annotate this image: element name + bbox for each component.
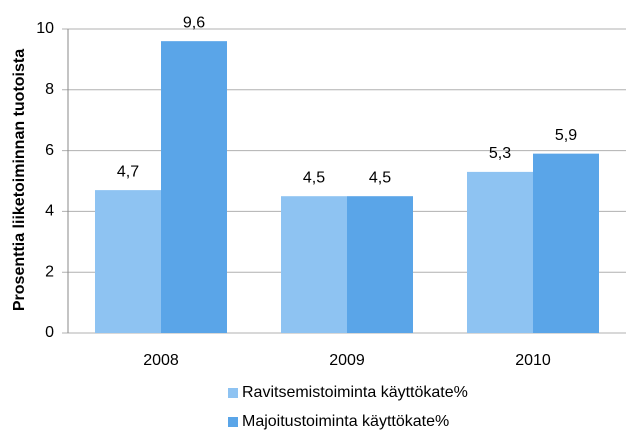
- y-tick-label: 10: [36, 20, 54, 37]
- value-label: 5,3: [489, 145, 511, 162]
- x-tick-label: 2008: [143, 352, 179, 369]
- value-label: 9,6: [183, 14, 205, 31]
- y-tick-label: 0: [45, 324, 54, 341]
- y-tick-label: 8: [45, 81, 54, 98]
- legend-swatch: [228, 417, 238, 427]
- bar: [95, 190, 161, 333]
- bar: [467, 171, 533, 333]
- value-label: 4,5: [369, 169, 391, 186]
- x-tick-label: 2010: [515, 352, 551, 369]
- bar: [347, 196, 413, 333]
- bar: [533, 153, 599, 333]
- y-tick-label: 4: [45, 203, 54, 220]
- x-tick-label: 2009: [329, 352, 365, 369]
- legend-swatch: [228, 388, 238, 398]
- legend-label: Ravitsemistoiminta käyttökate%: [242, 384, 468, 401]
- bar: [281, 196, 347, 333]
- value-label: 4,7: [117, 163, 139, 180]
- bar: [161, 41, 227, 333]
- y-axis-label: Prosenttia liiketoiminnan tuotoista: [11, 49, 28, 311]
- y-tick-label: 2: [45, 263, 54, 280]
- y-tick-label: 6: [45, 142, 54, 159]
- legend-label: Majoitustoiminta käyttökate%: [242, 413, 449, 430]
- value-label: 4,5: [303, 169, 325, 186]
- value-label: 5,9: [555, 127, 577, 144]
